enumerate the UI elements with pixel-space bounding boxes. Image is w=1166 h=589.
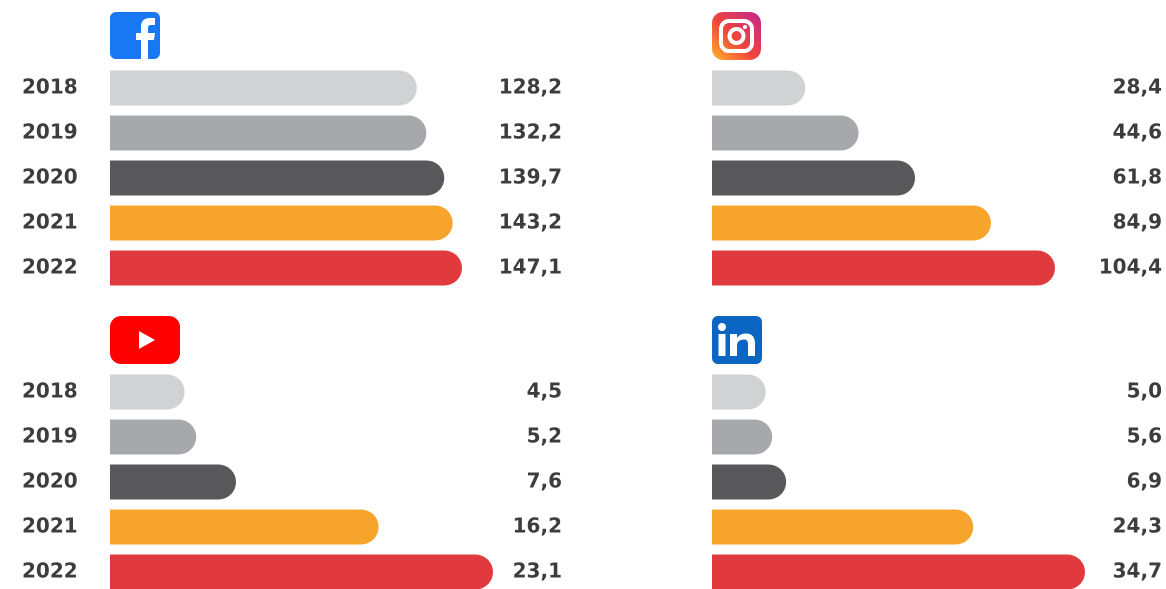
category-label: 2018 [22, 75, 78, 99]
bar [110, 419, 197, 455]
value-label: 6,9 [1127, 469, 1162, 493]
category-label: 2019 [22, 424, 78, 448]
linkedin-icon [712, 316, 762, 364]
bar [712, 115, 859, 151]
value-label: 84,9 [1113, 210, 1162, 234]
value-label: 34,7 [1113, 559, 1162, 583]
bar [712, 160, 916, 196]
value-label: 4,5 [527, 379, 562, 403]
category-label: 2020 [22, 469, 78, 493]
bar [110, 509, 379, 545]
facebook-icon [110, 12, 160, 59]
youtube-icon [110, 316, 180, 364]
value-label: 61,8 [1113, 165, 1162, 189]
bar [712, 554, 1085, 589]
value-label: 16,2 [513, 514, 562, 538]
value-label: 147,1 [499, 255, 562, 279]
bar [110, 205, 453, 241]
bar [110, 464, 237, 500]
bar [110, 115, 427, 151]
bar [712, 464, 787, 500]
bar [110, 250, 462, 286]
category-label: 2018 [22, 379, 78, 403]
bar [110, 160, 445, 196]
bar [110, 554, 493, 589]
value-label: 24,3 [1113, 514, 1162, 538]
bar [712, 419, 773, 455]
bar [712, 70, 806, 106]
category-label: 2021 [22, 514, 78, 538]
value-label: 128,2 [499, 75, 562, 99]
bar [712, 509, 974, 545]
category-label: 2020 [22, 165, 78, 189]
value-label: 143,2 [499, 210, 562, 234]
value-label: 5,2 [527, 424, 562, 448]
bar [712, 374, 766, 410]
category-label: 2022 [22, 559, 78, 583]
value-label: 5,6 [1127, 424, 1162, 448]
bar [712, 250, 1055, 286]
value-label: 104,4 [1099, 255, 1162, 279]
category-label: 2022 [22, 255, 78, 279]
bar [712, 205, 991, 241]
value-label: 7,6 [527, 469, 562, 493]
value-label: 23,1 [513, 559, 562, 583]
category-label: 2019 [22, 120, 78, 144]
value-label: 132,2 [499, 120, 562, 144]
value-label: 5,0 [1127, 379, 1162, 403]
value-label: 44,6 [1113, 120, 1162, 144]
bar [110, 70, 417, 106]
instagram-icon [712, 12, 761, 60]
value-label: 28,4 [1113, 75, 1162, 99]
bar [110, 374, 185, 410]
category-label: 2021 [22, 210, 78, 234]
value-label: 139,7 [499, 165, 562, 189]
